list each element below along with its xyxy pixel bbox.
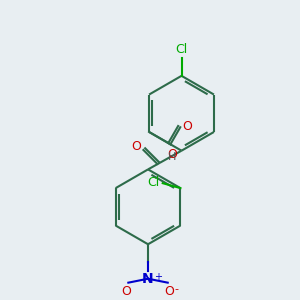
Text: -: - bbox=[175, 284, 178, 294]
Text: Cl: Cl bbox=[148, 176, 160, 189]
Text: H: H bbox=[168, 152, 177, 162]
Text: N: N bbox=[142, 272, 154, 286]
Text: O: O bbox=[122, 285, 131, 298]
Text: O: O bbox=[164, 285, 174, 298]
Text: O: O bbox=[182, 120, 192, 133]
Text: +: + bbox=[154, 272, 162, 282]
Text: Cl: Cl bbox=[176, 43, 188, 56]
Text: O: O bbox=[168, 148, 177, 161]
Text: O: O bbox=[132, 140, 142, 153]
